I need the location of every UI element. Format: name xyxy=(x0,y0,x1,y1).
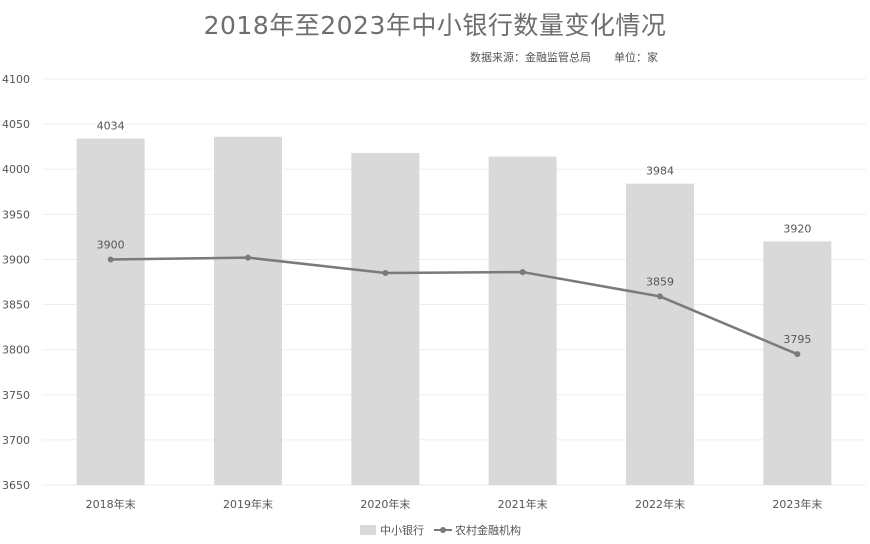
bar-data-label: 4034 xyxy=(97,120,125,133)
line-data-label: 3795 xyxy=(783,333,811,346)
y-tick-label: 3800 xyxy=(2,344,30,357)
y-tick-label: 3650 xyxy=(2,479,30,492)
bar-data-label: 3984 xyxy=(646,165,674,178)
x-tick-label: 2020年末 xyxy=(360,497,410,511)
legend-item-line: 农村金融机构 xyxy=(434,522,521,538)
line-point xyxy=(245,254,251,261)
legend-label-bars: 中小银行 xyxy=(380,524,424,537)
y-tick-label: 3850 xyxy=(2,299,30,312)
x-tick-label: 2019年末 xyxy=(223,497,273,511)
chart-legend: 中小银行 农村金融机构 xyxy=(360,522,531,538)
line-point xyxy=(107,256,114,263)
line-series xyxy=(110,256,798,356)
legend-swatch-bar xyxy=(360,525,376,535)
line-point xyxy=(657,293,663,300)
bar xyxy=(214,136,282,485)
y-tick-label: 3750 xyxy=(2,389,30,402)
line-data-label: 3900 xyxy=(97,238,125,251)
data-source-note: 数据来源：金融监管总局 xyxy=(470,51,591,64)
y-tick-label: 4100 xyxy=(2,73,30,86)
y-tick-label: 3700 xyxy=(2,434,30,447)
x-tick-label: 2022年末 xyxy=(635,497,685,511)
line-point xyxy=(382,269,389,276)
legend-item-bars: 中小银行 xyxy=(360,522,424,538)
legend-swatch-line xyxy=(434,525,452,535)
bar xyxy=(763,241,832,485)
unit-note: 单位：家 xyxy=(614,51,658,64)
bar xyxy=(488,156,557,485)
y-tick-label: 3900 xyxy=(2,253,30,266)
bar xyxy=(351,152,420,485)
bar xyxy=(626,183,694,485)
line-data-label: 3859 xyxy=(646,275,674,288)
line-point xyxy=(794,351,801,358)
line-point xyxy=(519,269,526,276)
bar xyxy=(76,138,145,485)
y-tick-label: 3950 xyxy=(2,208,30,221)
x-tick-label: 2018年末 xyxy=(86,497,136,511)
x-tick-label: 2021年末 xyxy=(498,497,548,511)
bar-data-label: 3920 xyxy=(783,222,811,235)
x-tick-label: 2023年末 xyxy=(772,497,822,511)
y-tick-label: 4050 xyxy=(2,118,30,131)
chart-title: 2018年至2023年中小银行数量变化情况 xyxy=(203,11,667,40)
y-tick-label: 4000 xyxy=(2,163,30,176)
legend-label-line: 农村金融机构 xyxy=(455,524,521,537)
